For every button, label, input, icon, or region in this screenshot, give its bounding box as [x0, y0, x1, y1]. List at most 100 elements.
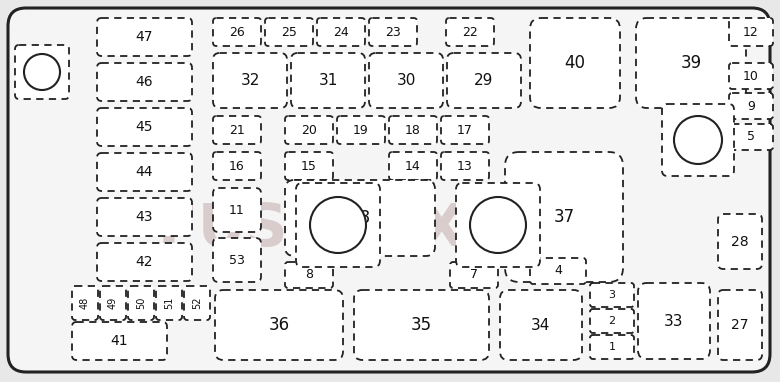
- Text: 45: 45: [136, 120, 153, 134]
- Text: 33: 33: [665, 314, 684, 329]
- Text: 44: 44: [136, 165, 153, 179]
- Text: 43: 43: [136, 210, 153, 224]
- Text: 41: 41: [111, 334, 129, 348]
- Text: 11: 11: [229, 204, 245, 217]
- Text: 36: 36: [268, 316, 289, 334]
- Text: 28: 28: [731, 235, 749, 249]
- FancyBboxPatch shape: [15, 45, 69, 99]
- Text: 5: 5: [747, 131, 755, 144]
- Text: 35: 35: [411, 316, 432, 334]
- Text: 20: 20: [301, 123, 317, 136]
- FancyBboxPatch shape: [441, 152, 489, 180]
- Text: 10: 10: [743, 70, 759, 83]
- FancyBboxPatch shape: [291, 53, 365, 108]
- Text: 15: 15: [301, 160, 317, 173]
- Text: 22: 22: [462, 26, 478, 39]
- FancyBboxPatch shape: [389, 152, 437, 180]
- Text: 7: 7: [470, 269, 478, 282]
- FancyBboxPatch shape: [718, 290, 762, 360]
- FancyBboxPatch shape: [317, 18, 365, 46]
- Text: 34: 34: [531, 317, 551, 332]
- Text: 50: 50: [136, 297, 146, 309]
- FancyBboxPatch shape: [446, 18, 494, 46]
- FancyBboxPatch shape: [638, 283, 710, 359]
- FancyBboxPatch shape: [337, 116, 385, 144]
- FancyBboxPatch shape: [369, 18, 417, 46]
- Text: 1: 1: [608, 342, 615, 352]
- FancyBboxPatch shape: [213, 18, 261, 46]
- Text: 42: 42: [136, 255, 153, 269]
- Text: 25: 25: [281, 26, 297, 39]
- Text: 52: 52: [192, 297, 202, 309]
- Text: 6: 6: [693, 131, 701, 144]
- FancyBboxPatch shape: [389, 116, 437, 144]
- FancyBboxPatch shape: [354, 290, 489, 360]
- Text: 40: 40: [565, 54, 586, 72]
- FancyBboxPatch shape: [213, 152, 261, 180]
- FancyBboxPatch shape: [97, 198, 192, 236]
- Text: 53: 53: [229, 254, 245, 267]
- Text: 2: 2: [608, 316, 615, 326]
- Text: 51: 51: [164, 297, 174, 309]
- FancyBboxPatch shape: [213, 116, 261, 144]
- Text: 12: 12: [743, 26, 759, 39]
- FancyBboxPatch shape: [72, 286, 98, 320]
- Text: 19: 19: [353, 123, 369, 136]
- FancyBboxPatch shape: [530, 258, 586, 284]
- Circle shape: [470, 197, 526, 253]
- Text: 48: 48: [80, 297, 90, 309]
- Circle shape: [310, 197, 366, 253]
- FancyBboxPatch shape: [662, 104, 734, 176]
- FancyBboxPatch shape: [590, 309, 634, 333]
- Text: 3: 3: [608, 290, 615, 300]
- FancyBboxPatch shape: [285, 180, 435, 256]
- Text: 32: 32: [240, 73, 260, 88]
- FancyBboxPatch shape: [729, 124, 773, 150]
- Text: 4: 4: [554, 264, 562, 277]
- Text: 29: 29: [474, 73, 494, 88]
- Text: 18: 18: [405, 123, 421, 136]
- FancyBboxPatch shape: [729, 93, 773, 119]
- FancyBboxPatch shape: [184, 286, 210, 320]
- FancyBboxPatch shape: [590, 283, 634, 307]
- Text: 14: 14: [405, 160, 421, 173]
- FancyBboxPatch shape: [215, 290, 343, 360]
- Text: 17: 17: [457, 123, 473, 136]
- FancyBboxPatch shape: [265, 18, 313, 46]
- Text: 38: 38: [349, 209, 370, 227]
- Text: 46: 46: [136, 75, 154, 89]
- FancyBboxPatch shape: [500, 290, 582, 360]
- FancyBboxPatch shape: [285, 116, 333, 144]
- FancyBboxPatch shape: [100, 286, 126, 320]
- FancyBboxPatch shape: [213, 238, 261, 282]
- FancyBboxPatch shape: [729, 63, 773, 89]
- Text: 24: 24: [333, 26, 349, 39]
- FancyBboxPatch shape: [636, 18, 746, 108]
- FancyBboxPatch shape: [729, 18, 773, 46]
- FancyBboxPatch shape: [97, 243, 192, 281]
- Text: 47: 47: [136, 30, 153, 44]
- Text: 30: 30: [396, 73, 416, 88]
- FancyBboxPatch shape: [450, 262, 498, 288]
- Text: FUSEBOX PRO: FUSEBOX PRO: [158, 201, 622, 258]
- FancyBboxPatch shape: [285, 152, 333, 180]
- Text: 49: 49: [108, 297, 118, 309]
- FancyBboxPatch shape: [441, 116, 489, 144]
- Text: 26: 26: [229, 26, 245, 39]
- Text: 8: 8: [305, 269, 313, 282]
- FancyBboxPatch shape: [72, 322, 167, 360]
- FancyBboxPatch shape: [128, 286, 154, 320]
- FancyBboxPatch shape: [97, 18, 192, 56]
- FancyBboxPatch shape: [590, 335, 634, 359]
- FancyBboxPatch shape: [456, 183, 540, 267]
- FancyBboxPatch shape: [97, 153, 192, 191]
- Text: 13: 13: [457, 160, 473, 173]
- FancyBboxPatch shape: [718, 214, 762, 269]
- FancyBboxPatch shape: [8, 8, 770, 372]
- Text: 21: 21: [229, 123, 245, 136]
- FancyBboxPatch shape: [156, 286, 182, 320]
- FancyBboxPatch shape: [530, 18, 620, 108]
- FancyBboxPatch shape: [675, 124, 719, 150]
- FancyBboxPatch shape: [213, 53, 287, 108]
- FancyBboxPatch shape: [97, 63, 192, 101]
